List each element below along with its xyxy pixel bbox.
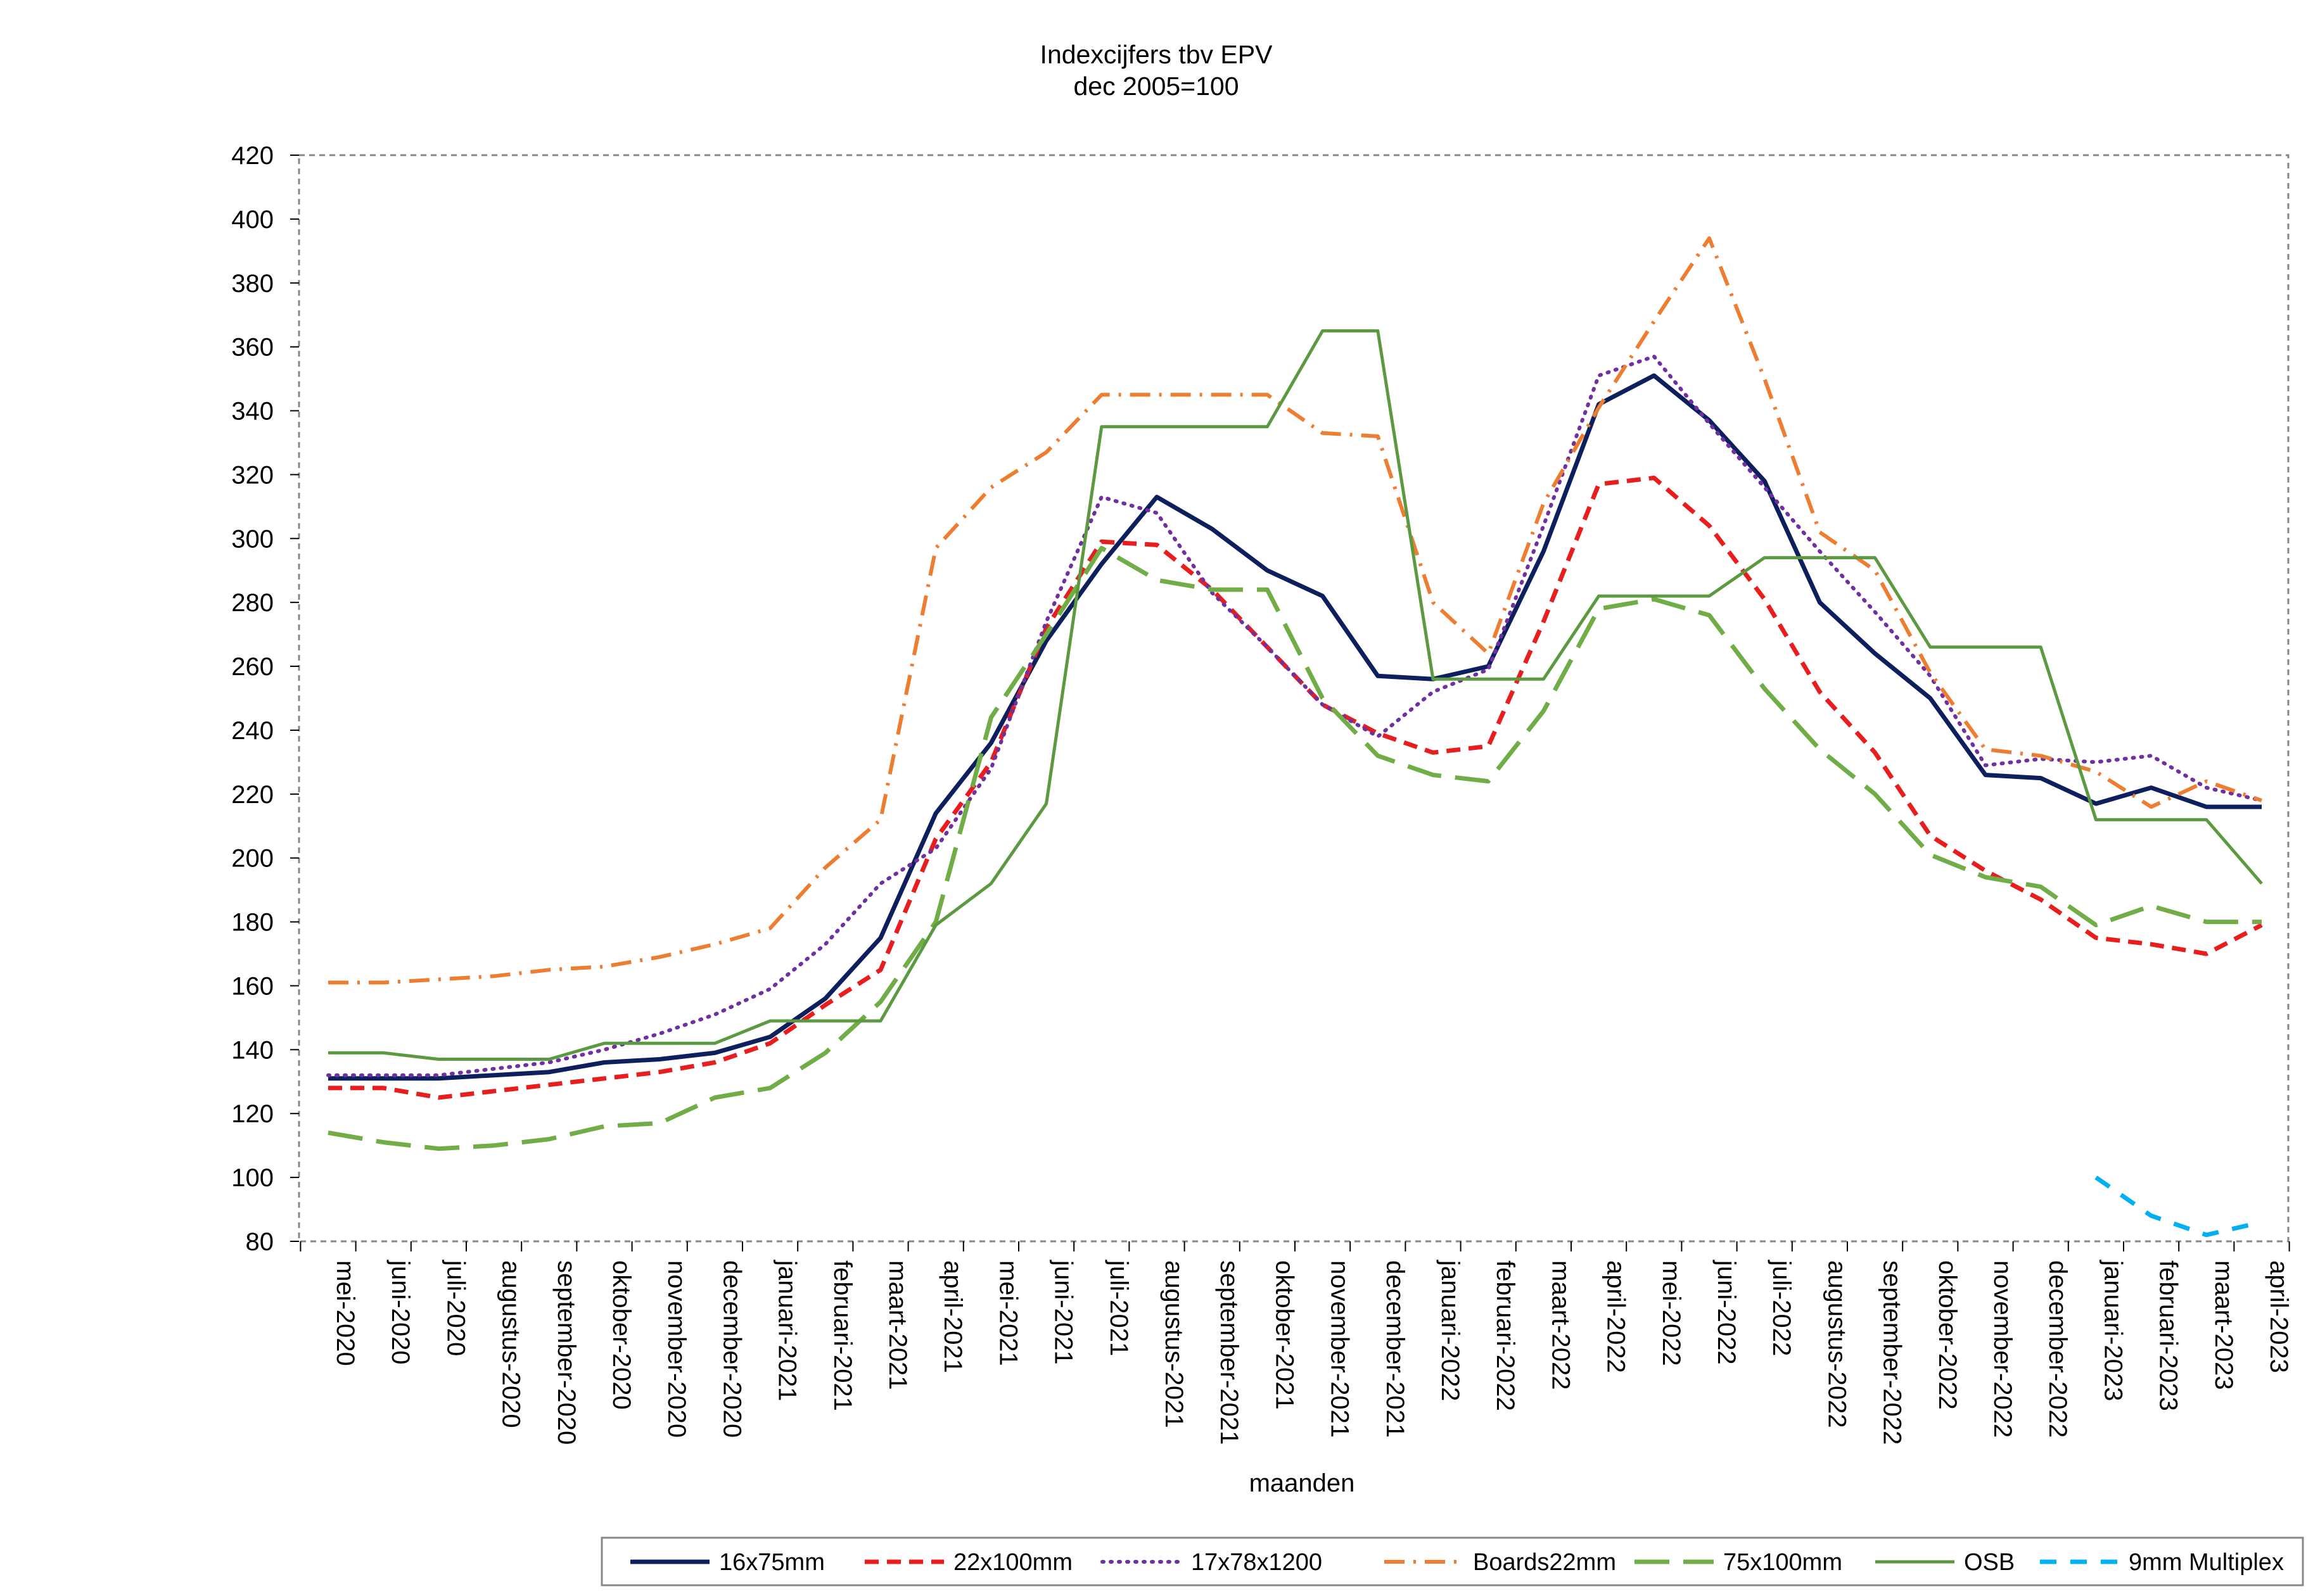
- x-tick-label: maart-2023: [2210, 1260, 2238, 1390]
- y-tick-label: 180: [231, 909, 274, 937]
- series-line-75x100mm: [328, 545, 2262, 1151]
- x-tick-label: november-2020: [663, 1260, 691, 1438]
- y-tick-label: 140: [231, 1036, 274, 1064]
- x-tick-label: maart-2021: [884, 1260, 912, 1390]
- y-tick-label: 300: [231, 525, 274, 553]
- x-tick-label: januari-2021: [774, 1260, 801, 1401]
- x-axis: mei-2020 juni-2020 juli-2020 augustus-2020 s…: [300, 1241, 2293, 1445]
- x-axis-title: maanden: [1249, 1469, 1355, 1497]
- x-tick-label: augustus-2022: [1823, 1260, 1851, 1428]
- x-tick-label: juli-2022: [1768, 1260, 1795, 1356]
- legend-label-75x100mm: 75x100mm: [1723, 1549, 1842, 1576]
- x-tick-label: juni-2021: [1050, 1260, 1078, 1365]
- y-tick-label: 100: [231, 1164, 274, 1192]
- legend-label-9mm Multiplex: 9mm Multiplex: [2129, 1549, 2284, 1576]
- x-tick-label: december-2022: [2044, 1260, 2072, 1438]
- x-tick-label: september-2022: [1878, 1260, 1906, 1445]
- plot-area-border: [298, 154, 2290, 1243]
- x-tick-label: januari-2023: [2099, 1260, 2127, 1401]
- x-tick-label: januari-2022: [1436, 1260, 1464, 1401]
- x-tick-label: oktober-2021: [1270, 1260, 1298, 1410]
- x-tick-label: november-2022: [1989, 1260, 2017, 1438]
- x-tick-label: december-2020: [718, 1260, 746, 1438]
- y-tick-label: 200: [231, 845, 274, 873]
- x-tick-label: mei-2020: [331, 1260, 359, 1366]
- x-tick-label: september-2021: [1215, 1260, 1243, 1445]
- y-tick-label: 380: [231, 270, 274, 298]
- legend-label-17x78x1200: 17x78x1200: [1191, 1549, 1322, 1576]
- y-tick-label: 80: [246, 1228, 274, 1256]
- y-tick-label: 360: [231, 334, 274, 362]
- y-tick-label: 160: [231, 972, 274, 1000]
- series-line-17x78x1200: [326, 354, 2264, 1077]
- x-tick-label: maart-2022: [1546, 1260, 1574, 1390]
- x-tick-label: september-2020: [552, 1260, 580, 1445]
- x-tick-label: juli-2020: [442, 1260, 469, 1356]
- x-tick-label: juli-2021: [1105, 1260, 1133, 1356]
- y-axis: 80 100 120 140 160 180 200 220 240 260 280 300 320 34…: [231, 142, 299, 1256]
- chart-subtitle: dec 2005=100: [1073, 72, 1239, 101]
- x-tick-label: april-2021: [939, 1260, 967, 1373]
- x-tick-label: juni-2020: [386, 1260, 414, 1365]
- y-tick-label: 280: [231, 589, 274, 617]
- y-tick-label: 220: [231, 781, 274, 809]
- legend: 16x75mm 22x100mm 17x78x1200 Boards22mm 75x10…: [630, 1549, 2284, 1576]
- chart-title: Indexcijfers tbv EPV: [1040, 40, 1273, 69]
- legend-label-OSB: OSB: [1964, 1549, 2015, 1576]
- x-tick-label: februari-2021: [829, 1260, 857, 1411]
- x-tick-label: november-2021: [1326, 1260, 1354, 1438]
- legend-box: [601, 1536, 2304, 1586]
- x-tick-label: april-2023: [2265, 1260, 2293, 1373]
- y-tick-label: 400: [231, 206, 274, 234]
- y-tick-label: 340: [231, 398, 274, 426]
- y-tick-label: 320: [231, 461, 274, 489]
- series-line-OSB: [328, 329, 2263, 1061]
- x-tick-label: februari-2023: [2155, 1260, 2182, 1411]
- x-tick-label: april-2022: [1602, 1260, 1630, 1373]
- y-tick-label: 120: [231, 1100, 274, 1128]
- x-tick-label: mei-2022: [1657, 1260, 1685, 1366]
- y-tick-label: 420: [231, 142, 274, 170]
- legend-label-Boards22mm: Boards22mm: [1473, 1549, 1616, 1576]
- x-tick-label: mei-2021: [994, 1260, 1022, 1366]
- series-line-16x75mm: [328, 373, 2262, 1081]
- x-tick-label: februari-2022: [1491, 1260, 1519, 1411]
- x-tick-label: december-2021: [1381, 1260, 1409, 1438]
- legend-label-22x100mm: 22x100mm: [953, 1549, 1073, 1576]
- series-line-9mm Multiplex: [2094, 1175, 2262, 1238]
- series-line-Boards22mm: [328, 236, 2262, 985]
- x-tick-label: augustus-2020: [497, 1260, 525, 1428]
- x-tick-label: augustus-2021: [1160, 1260, 1188, 1428]
- legend-label-16x75mm: 16x75mm: [719, 1549, 825, 1576]
- x-tick-label: oktober-2022: [1934, 1260, 1961, 1410]
- series-layer: [326, 236, 2264, 1238]
- y-tick-label: 240: [231, 717, 274, 745]
- x-tick-label: juni-2022: [1712, 1260, 1740, 1365]
- series-line-22x100mm: [328, 476, 2263, 1100]
- y-tick-label: 260: [231, 653, 274, 681]
- x-tick-label: oktober-2020: [608, 1260, 635, 1410]
